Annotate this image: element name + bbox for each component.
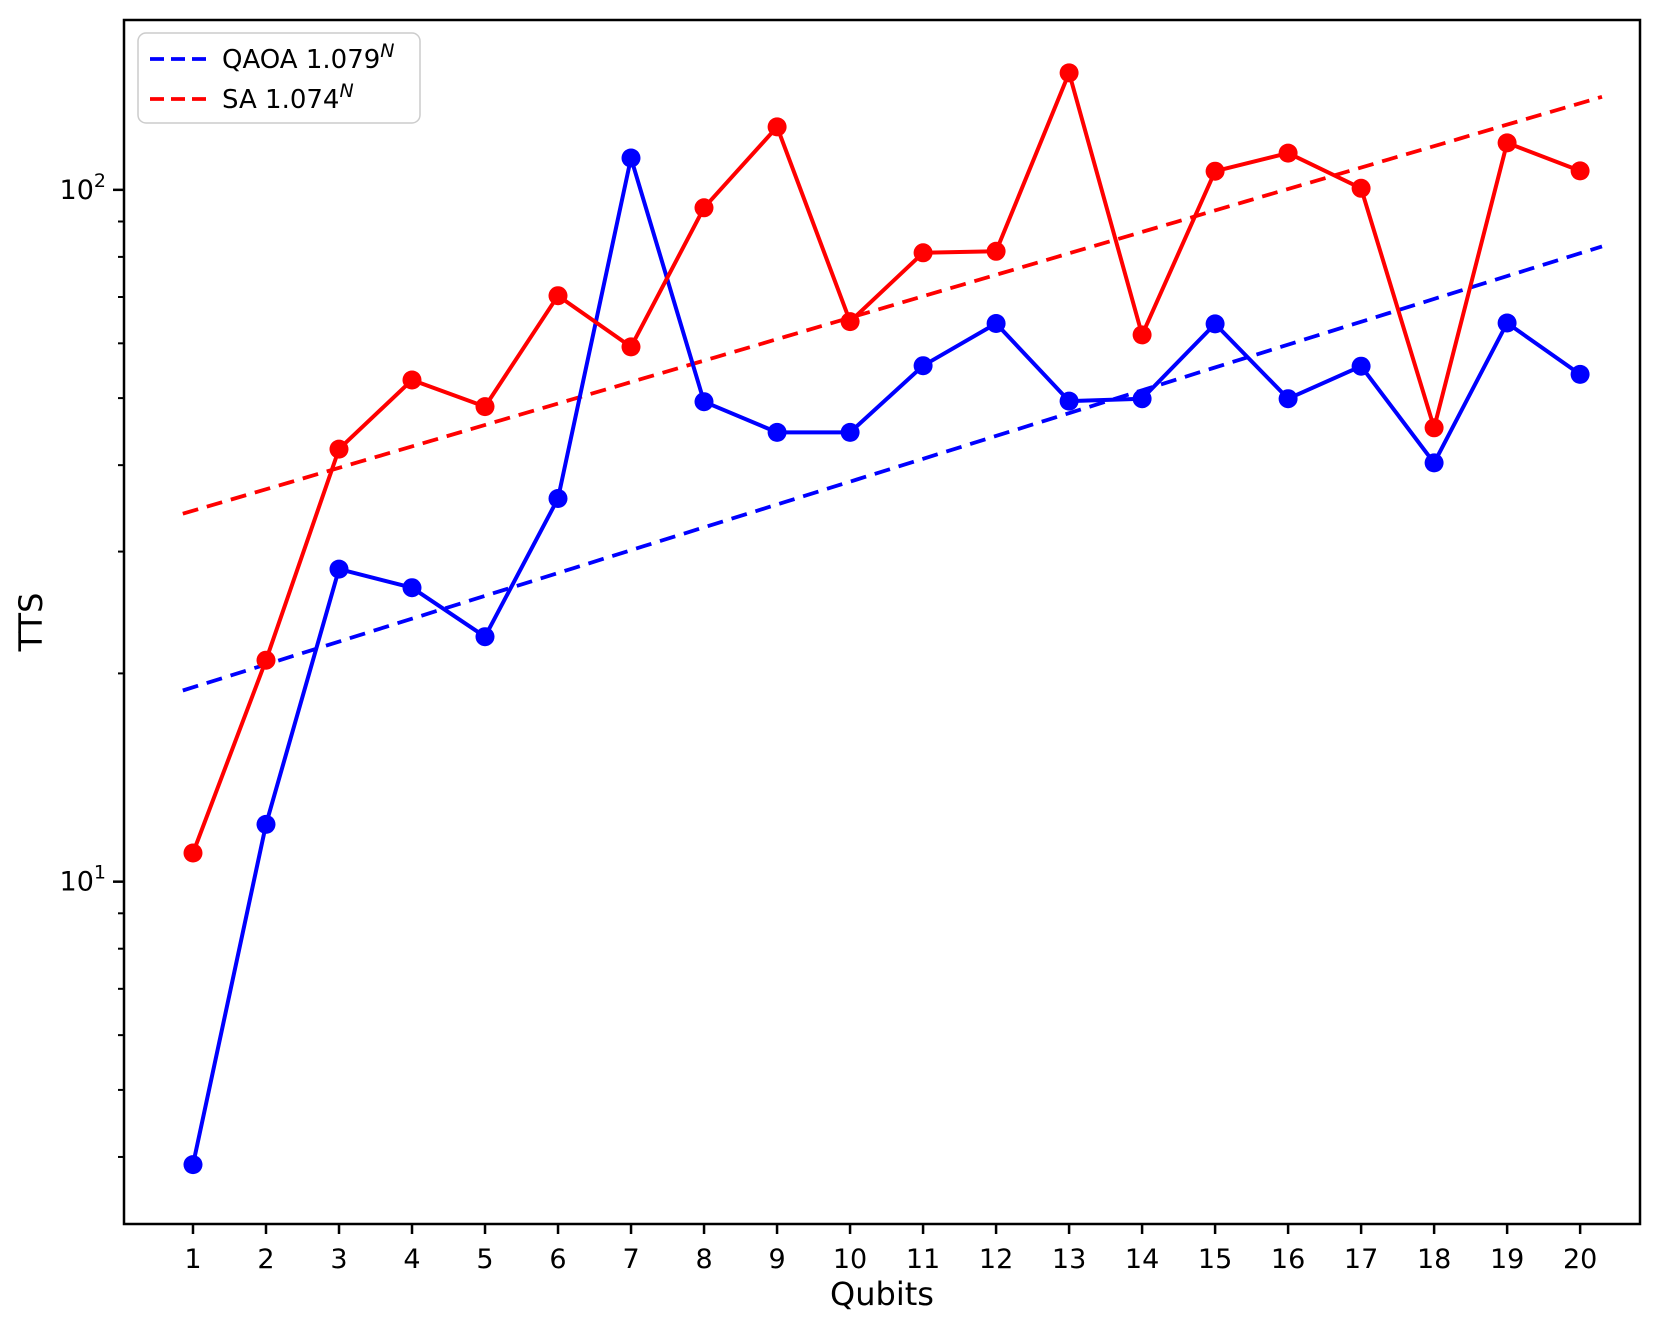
x-tick-label: 9 bbox=[768, 1244, 785, 1275]
x-tick-label: 3 bbox=[330, 1244, 347, 1275]
sa-marker bbox=[475, 397, 495, 417]
qaoa-marker bbox=[183, 1155, 203, 1175]
x-tick-label: 4 bbox=[403, 1244, 420, 1275]
sa-marker bbox=[183, 843, 203, 863]
qaoa-marker bbox=[767, 422, 787, 442]
sa-marker bbox=[548, 286, 568, 306]
qaoa-marker bbox=[256, 814, 276, 834]
qaoa-marker bbox=[1497, 313, 1517, 333]
qaoa-marker bbox=[1205, 314, 1225, 334]
x-tick-label: 19 bbox=[1490, 1244, 1524, 1275]
legend-box bbox=[137, 32, 421, 124]
sa-marker bbox=[329, 439, 349, 459]
sa-marker bbox=[1570, 161, 1590, 181]
legend: QAOA 1.079N SA 1.074N bbox=[137, 32, 421, 124]
legend-qaoa-label: QAOA 1.079N bbox=[222, 40, 395, 75]
x-axis: 1 2 3 4 5 6 7 8 9 10 11 12 13 14 15 16 17 18 19 20 bbox=[184, 1224, 1597, 1275]
x-tick-label: 11 bbox=[906, 1244, 940, 1275]
sa-marker bbox=[1205, 161, 1225, 181]
legend-sa-label: SA 1.074N bbox=[222, 80, 354, 115]
x-tick-label: 8 bbox=[695, 1244, 712, 1275]
fit-lines bbox=[182, 94, 1603, 693]
sa-marker bbox=[1278, 143, 1298, 163]
sa-marker bbox=[1132, 325, 1152, 345]
qaoa-marker bbox=[402, 578, 422, 598]
qaoa-marker bbox=[1424, 453, 1444, 473]
qaoa-marker bbox=[548, 489, 568, 508]
x-tick-label: 1 bbox=[184, 1244, 201, 1275]
x-axis-label: Qubits bbox=[830, 1275, 934, 1313]
x-tick-label: 17 bbox=[1344, 1244, 1378, 1275]
qaoa-marker bbox=[1570, 364, 1590, 384]
qaoa-marker bbox=[1351, 356, 1371, 376]
qaoa-series-line bbox=[191, 156, 1582, 1166]
qaoa-fit-line bbox=[182, 244, 1603, 693]
x-tick-label: 12 bbox=[979, 1244, 1013, 1275]
sa-fit-line bbox=[182, 94, 1603, 516]
sa-marker bbox=[621, 337, 641, 357]
sa-marker bbox=[694, 198, 714, 218]
qaoa-marker bbox=[1059, 391, 1079, 411]
x-tick-label: 14 bbox=[1125, 1244, 1159, 1275]
x-tick-label: 13 bbox=[1052, 1244, 1086, 1275]
x-tick-label: 16 bbox=[1271, 1244, 1305, 1275]
sa-marker bbox=[402, 370, 422, 390]
qaoa-marker bbox=[329, 559, 349, 579]
qaoa-marker bbox=[694, 392, 714, 412]
sa-marker bbox=[1059, 63, 1079, 83]
sa-marker bbox=[1351, 178, 1371, 198]
sa-series bbox=[183, 63, 1590, 863]
x-tick-label: 5 bbox=[476, 1244, 493, 1275]
y-tick-label: 102 bbox=[60, 170, 106, 206]
sa-marker bbox=[256, 650, 276, 670]
sa-marker bbox=[840, 312, 860, 332]
sa-marker bbox=[1497, 133, 1517, 153]
sa-marker bbox=[767, 117, 787, 137]
qaoa-marker bbox=[1278, 389, 1298, 409]
x-tick-label: 6 bbox=[549, 1244, 566, 1275]
qaoa-marker bbox=[621, 148, 641, 168]
qaoa-marker bbox=[475, 627, 495, 647]
sa-marker bbox=[913, 243, 933, 263]
y-tick-label: 101 bbox=[60, 862, 106, 898]
x-tick-label: 20 bbox=[1563, 1244, 1597, 1275]
qaoa-marker bbox=[986, 314, 1006, 333]
qaoa-marker bbox=[1132, 389, 1152, 409]
plot-border bbox=[122, 18, 1642, 1226]
qaoa-marker bbox=[913, 356, 933, 376]
sa-marker bbox=[986, 241, 1006, 261]
x-tick-label: 10 bbox=[833, 1244, 867, 1275]
sa-marker bbox=[1424, 418, 1444, 438]
x-tick-label: 2 bbox=[257, 1244, 274, 1275]
y-axis-label: TTS bbox=[12, 593, 50, 653]
qaoa-marker bbox=[840, 422, 860, 442]
sa-series-line bbox=[191, 70, 1581, 854]
x-tick-label: 7 bbox=[622, 1244, 639, 1275]
x-tick-label: 15 bbox=[1198, 1244, 1232, 1275]
x-tick-label: 18 bbox=[1417, 1244, 1451, 1275]
qaoa-series bbox=[183, 148, 1590, 1175]
y-axis: 101 102 bbox=[60, 170, 124, 1158]
